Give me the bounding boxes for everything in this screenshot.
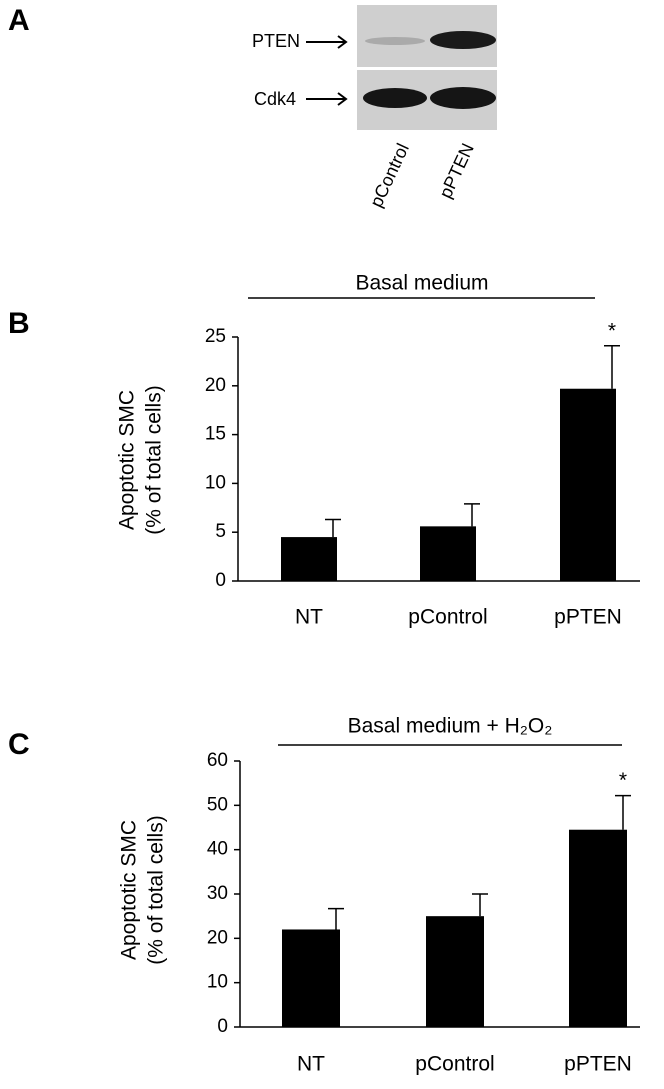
bar — [560, 388, 616, 581]
lane-label: pControl — [366, 140, 413, 210]
arrows — [306, 35, 348, 106]
error-bar — [472, 893, 488, 917]
chart-title: Basal medium + H₂O₂ — [348, 715, 553, 738]
y-axis-label: Apoptotic SMC — [116, 390, 139, 530]
band-label: PTEN — [252, 31, 300, 51]
panel-label: C — [8, 728, 30, 761]
error-bar — [325, 518, 341, 538]
lane-label: pPTEN — [435, 140, 478, 201]
panel-label: A — [8, 4, 30, 37]
blot-band — [430, 31, 496, 49]
panel-label: B — [8, 307, 30, 340]
y-axis-label: Apoptotic SMC — [118, 820, 141, 960]
y-tick-label: 0 — [215, 570, 226, 591]
error-bar — [328, 907, 344, 930]
error-bar — [464, 503, 480, 527]
blot-band — [365, 37, 425, 45]
y-tick-label: 50 — [207, 794, 228, 815]
annotation: * — [619, 769, 627, 792]
x-tick-label: pControl — [408, 606, 487, 629]
y-tick-label: 10 — [205, 472, 226, 493]
bar — [569, 829, 627, 1027]
bar — [426, 916, 484, 1027]
annotation: * — [608, 319, 616, 342]
error-bar — [604, 345, 620, 389]
y-tick-label: 0 — [217, 1016, 228, 1037]
y-tick-label: 25 — [205, 326, 226, 347]
y-tick-label: 60 — [207, 750, 228, 771]
y-tick-label: 20 — [207, 927, 228, 948]
y-axis-label: (% of total cells) — [145, 815, 168, 964]
y-tick-label: 20 — [205, 375, 226, 396]
x-tick-label: NT — [295, 606, 323, 629]
blot-band — [363, 88, 427, 108]
band-label: Cdk4 — [254, 89, 296, 109]
y-tick-label: 30 — [207, 883, 228, 904]
bar — [282, 929, 340, 1027]
x-tick-label: NT — [297, 1053, 325, 1076]
y-tick-label: 10 — [207, 972, 228, 993]
x-tick-label: pPTEN — [564, 1053, 632, 1076]
error-bar — [615, 794, 631, 830]
bar — [420, 526, 476, 581]
y-axis-label: (% of total cells) — [143, 385, 166, 534]
y-tick-label: 5 — [215, 521, 226, 542]
y-tick-label: 40 — [207, 839, 228, 860]
x-tick-label: pPTEN — [554, 606, 622, 629]
blot-band — [430, 87, 496, 109]
chart-title: Basal medium — [355, 272, 488, 295]
x-tick-label: pControl — [415, 1053, 494, 1076]
y-tick-label: 15 — [205, 424, 226, 445]
bar — [281, 537, 337, 581]
